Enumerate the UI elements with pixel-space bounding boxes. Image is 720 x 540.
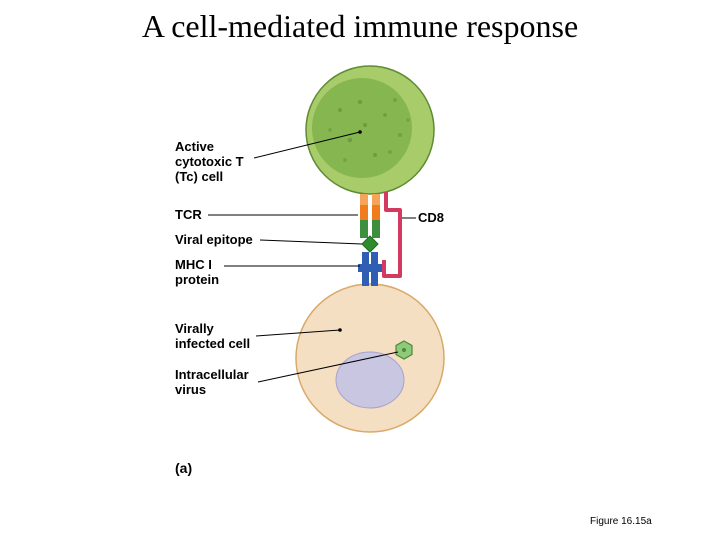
- virus-particle: [396, 341, 412, 359]
- label-mhc1: MHC I protein: [175, 258, 219, 288]
- label-infected-cell: Virally infected cell: [175, 322, 250, 352]
- label-tc-cell: Active cytotoxic T (Tc) cell: [175, 140, 244, 185]
- label-intracellular-virus: Intracellular virus: [175, 368, 249, 398]
- page-title: A cell-mediated immune response: [0, 8, 720, 45]
- diagram-area: Active cytotoxic T (Tc) cell TCR CD8 Vir…: [0, 60, 720, 520]
- panel-letter: (a): [175, 460, 192, 476]
- label-tcr: TCR: [175, 208, 202, 223]
- diagram-svg: [0, 60, 720, 520]
- viral-epitope: [362, 236, 378, 252]
- figure-caption: Figure 16.15a: [590, 516, 652, 527]
- tc-cell: [306, 66, 434, 194]
- mhc1-protein: [358, 252, 382, 286]
- cd8-coreceptor: [384, 192, 400, 276]
- tcr-receptor: [360, 194, 380, 238]
- label-cd8: CD8: [418, 211, 444, 226]
- label-viral-epitope: Viral epitope: [175, 233, 253, 248]
